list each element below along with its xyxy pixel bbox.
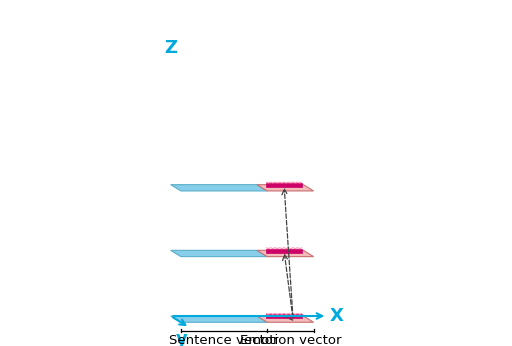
Polygon shape <box>266 117 302 121</box>
Polygon shape <box>266 248 302 253</box>
Polygon shape <box>257 251 313 257</box>
Text: Sentence vector: Sentence vector <box>169 334 279 346</box>
Polygon shape <box>257 185 313 191</box>
Text: Emotion vector: Emotion vector <box>240 334 341 346</box>
Polygon shape <box>257 316 313 322</box>
Polygon shape <box>170 251 267 257</box>
Polygon shape <box>266 314 302 318</box>
Polygon shape <box>257 119 313 125</box>
Polygon shape <box>170 316 267 322</box>
Polygon shape <box>170 119 267 125</box>
Text: y: y <box>176 329 188 346</box>
Polygon shape <box>266 183 302 187</box>
Text: Z: Z <box>164 39 177 57</box>
Text: X: X <box>330 307 344 325</box>
Polygon shape <box>170 185 267 191</box>
